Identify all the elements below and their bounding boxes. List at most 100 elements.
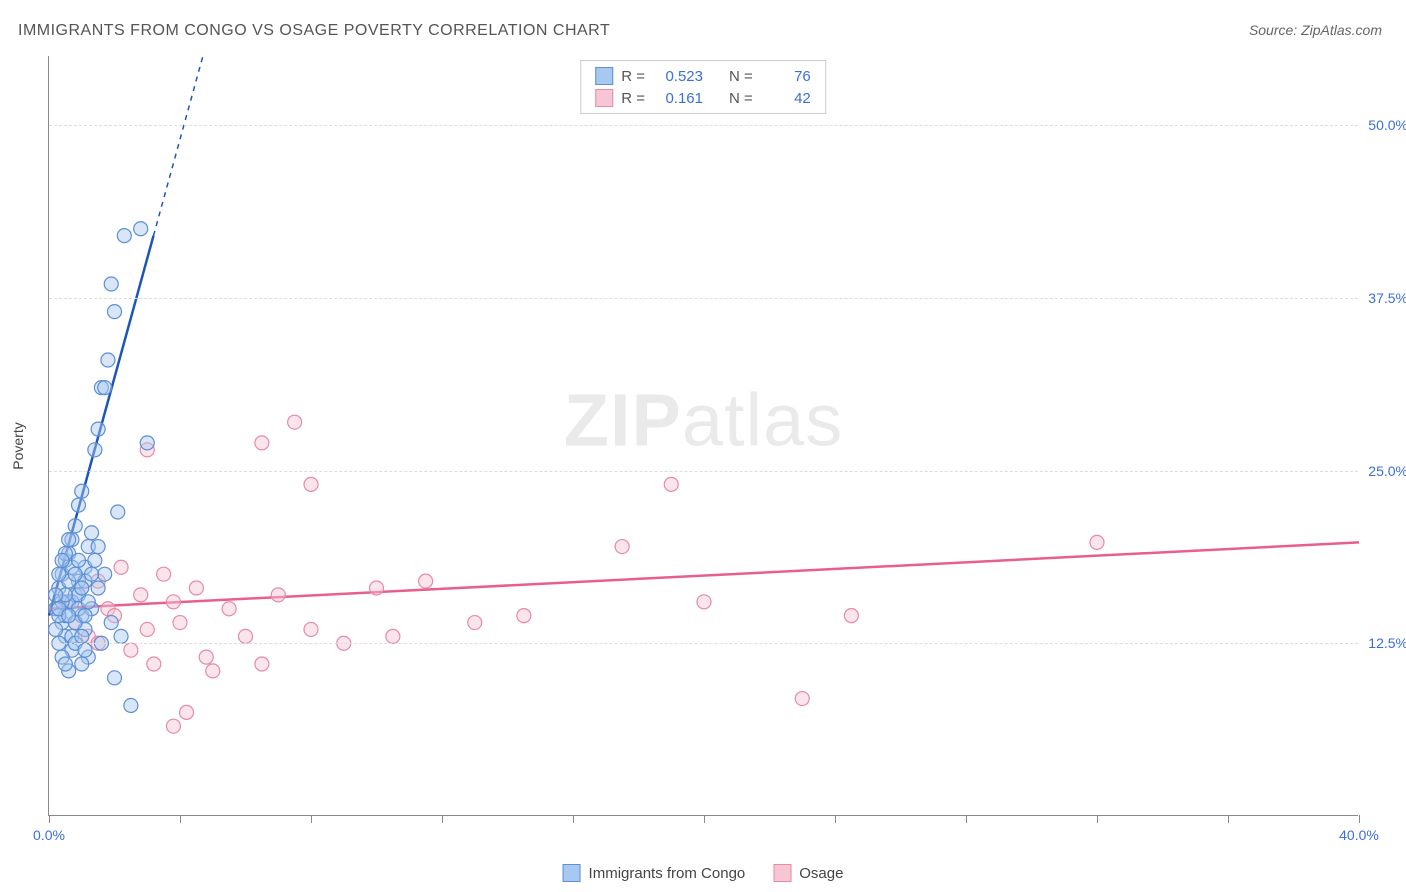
scatter-point-series1 <box>78 643 92 657</box>
y-tick-label: 12.5% <box>1362 635 1406 651</box>
scatter-point-series1 <box>104 277 118 291</box>
scatter-point-series1 <box>134 222 148 236</box>
scatter-point-series1 <box>71 553 85 567</box>
scatter-point-series2 <box>199 650 213 664</box>
scatter-point-series1 <box>68 567 82 581</box>
scatter-point-series1 <box>117 229 131 243</box>
y-tick-label: 37.5% <box>1362 290 1406 306</box>
scatter-point-series1 <box>75 657 89 671</box>
scatter-point-series2 <box>239 629 253 643</box>
scatter-point-series2 <box>166 719 180 733</box>
scatter-point-series1 <box>81 595 95 609</box>
scatter-point-series1 <box>108 305 122 319</box>
x-tick <box>704 815 705 823</box>
plot-area: ZIPatlas 12.5%25.0%37.5%50.0%0.0%40.0% <box>48 56 1358 816</box>
scatter-point-series2 <box>468 616 482 630</box>
scatter-point-series1 <box>124 698 138 712</box>
x-tick <box>180 815 181 823</box>
source-attribution: Source: ZipAtlas.com <box>1249 22 1382 38</box>
regression-line-series1-dashed <box>154 56 203 236</box>
gridline <box>49 643 1358 644</box>
scatter-point-series1 <box>62 609 76 623</box>
scatter-point-series1 <box>140 436 154 450</box>
plot-svg <box>49 56 1358 815</box>
scatter-point-series2 <box>180 705 194 719</box>
scatter-point-series2 <box>664 477 678 491</box>
scatter-point-series2 <box>795 692 809 706</box>
legend-row: R = 0.161 N = 42 <box>581 87 825 109</box>
scatter-point-series2 <box>157 567 171 581</box>
scatter-point-series2 <box>304 622 318 636</box>
scatter-point-series1 <box>58 657 72 671</box>
scatter-point-series1 <box>75 581 89 595</box>
scatter-point-series2 <box>173 616 187 630</box>
legend-n-value: 76 <box>761 68 811 85</box>
scatter-point-series2 <box>206 664 220 678</box>
scatter-point-series1 <box>49 622 63 636</box>
y-tick-label: 50.0% <box>1362 117 1406 133</box>
scatter-point-series1 <box>104 616 118 630</box>
correlation-legend: R = 0.523 N = 76 R = 0.161 N = 42 <box>580 60 826 114</box>
legend-r-value: 0.161 <box>653 90 703 107</box>
scatter-point-series2 <box>370 581 384 595</box>
x-tick <box>1097 815 1098 823</box>
scatter-point-series1 <box>91 422 105 436</box>
x-tick <box>1359 815 1360 823</box>
scatter-point-series1 <box>88 553 102 567</box>
legend-swatch <box>595 67 613 85</box>
scatter-point-series2 <box>271 588 285 602</box>
scatter-point-series2 <box>1090 535 1104 549</box>
legend-swatch <box>595 89 613 107</box>
scatter-point-series1 <box>75 629 89 643</box>
scatter-point-series2 <box>147 657 161 671</box>
scatter-point-series2 <box>517 609 531 623</box>
scatter-point-series1 <box>78 609 92 623</box>
scatter-point-series2 <box>304 477 318 491</box>
legend-n-value: 42 <box>761 90 811 107</box>
x-tick <box>442 815 443 823</box>
scatter-point-series2 <box>124 643 138 657</box>
legend-label: Osage <box>799 865 843 882</box>
x-tick <box>573 815 574 823</box>
legend-n-label: N = <box>729 90 753 107</box>
legend-item: Immigrants from Congo <box>563 864 746 882</box>
scatter-point-series2 <box>255 436 269 450</box>
scatter-point-series1 <box>71 498 85 512</box>
scatter-point-series2 <box>134 588 148 602</box>
scatter-point-series1 <box>75 484 89 498</box>
scatter-point-series1 <box>49 588 63 602</box>
scatter-point-series2 <box>419 574 433 588</box>
scatter-point-series2 <box>189 581 203 595</box>
scatter-point-series1 <box>98 381 112 395</box>
legend-swatch <box>563 864 581 882</box>
x-tick <box>49 815 50 823</box>
scatter-point-series1 <box>85 567 99 581</box>
scatter-point-series2 <box>255 657 269 671</box>
scatter-point-series1 <box>85 526 99 540</box>
scatter-point-series1 <box>91 540 105 554</box>
legend-n-label: N = <box>729 68 753 85</box>
x-tick-label: 40.0% <box>1339 827 1379 843</box>
scatter-point-series2 <box>386 629 400 643</box>
gridline <box>49 298 1358 299</box>
scatter-point-series1 <box>91 581 105 595</box>
scatter-point-series1 <box>55 553 69 567</box>
legend-row: R = 0.523 N = 76 <box>581 65 825 87</box>
scatter-point-series1 <box>52 567 66 581</box>
scatter-point-series2 <box>166 595 180 609</box>
chart-title: IMMIGRANTS FROM CONGO VS OSAGE POVERTY C… <box>18 22 610 40</box>
scatter-point-series1 <box>62 533 76 547</box>
y-tick-label: 25.0% <box>1362 463 1406 479</box>
scatter-point-series2 <box>844 609 858 623</box>
scatter-point-series2 <box>288 415 302 429</box>
x-tick <box>311 815 312 823</box>
scatter-point-series2 <box>615 540 629 554</box>
gridline <box>49 125 1358 126</box>
series-legend: Immigrants from Congo Osage <box>563 864 844 882</box>
scatter-point-series1 <box>114 629 128 643</box>
legend-item: Osage <box>773 864 843 882</box>
scatter-point-series2 <box>140 622 154 636</box>
legend-label: Immigrants from Congo <box>589 865 746 882</box>
scatter-point-series1 <box>88 443 102 457</box>
scatter-point-series2 <box>114 560 128 574</box>
